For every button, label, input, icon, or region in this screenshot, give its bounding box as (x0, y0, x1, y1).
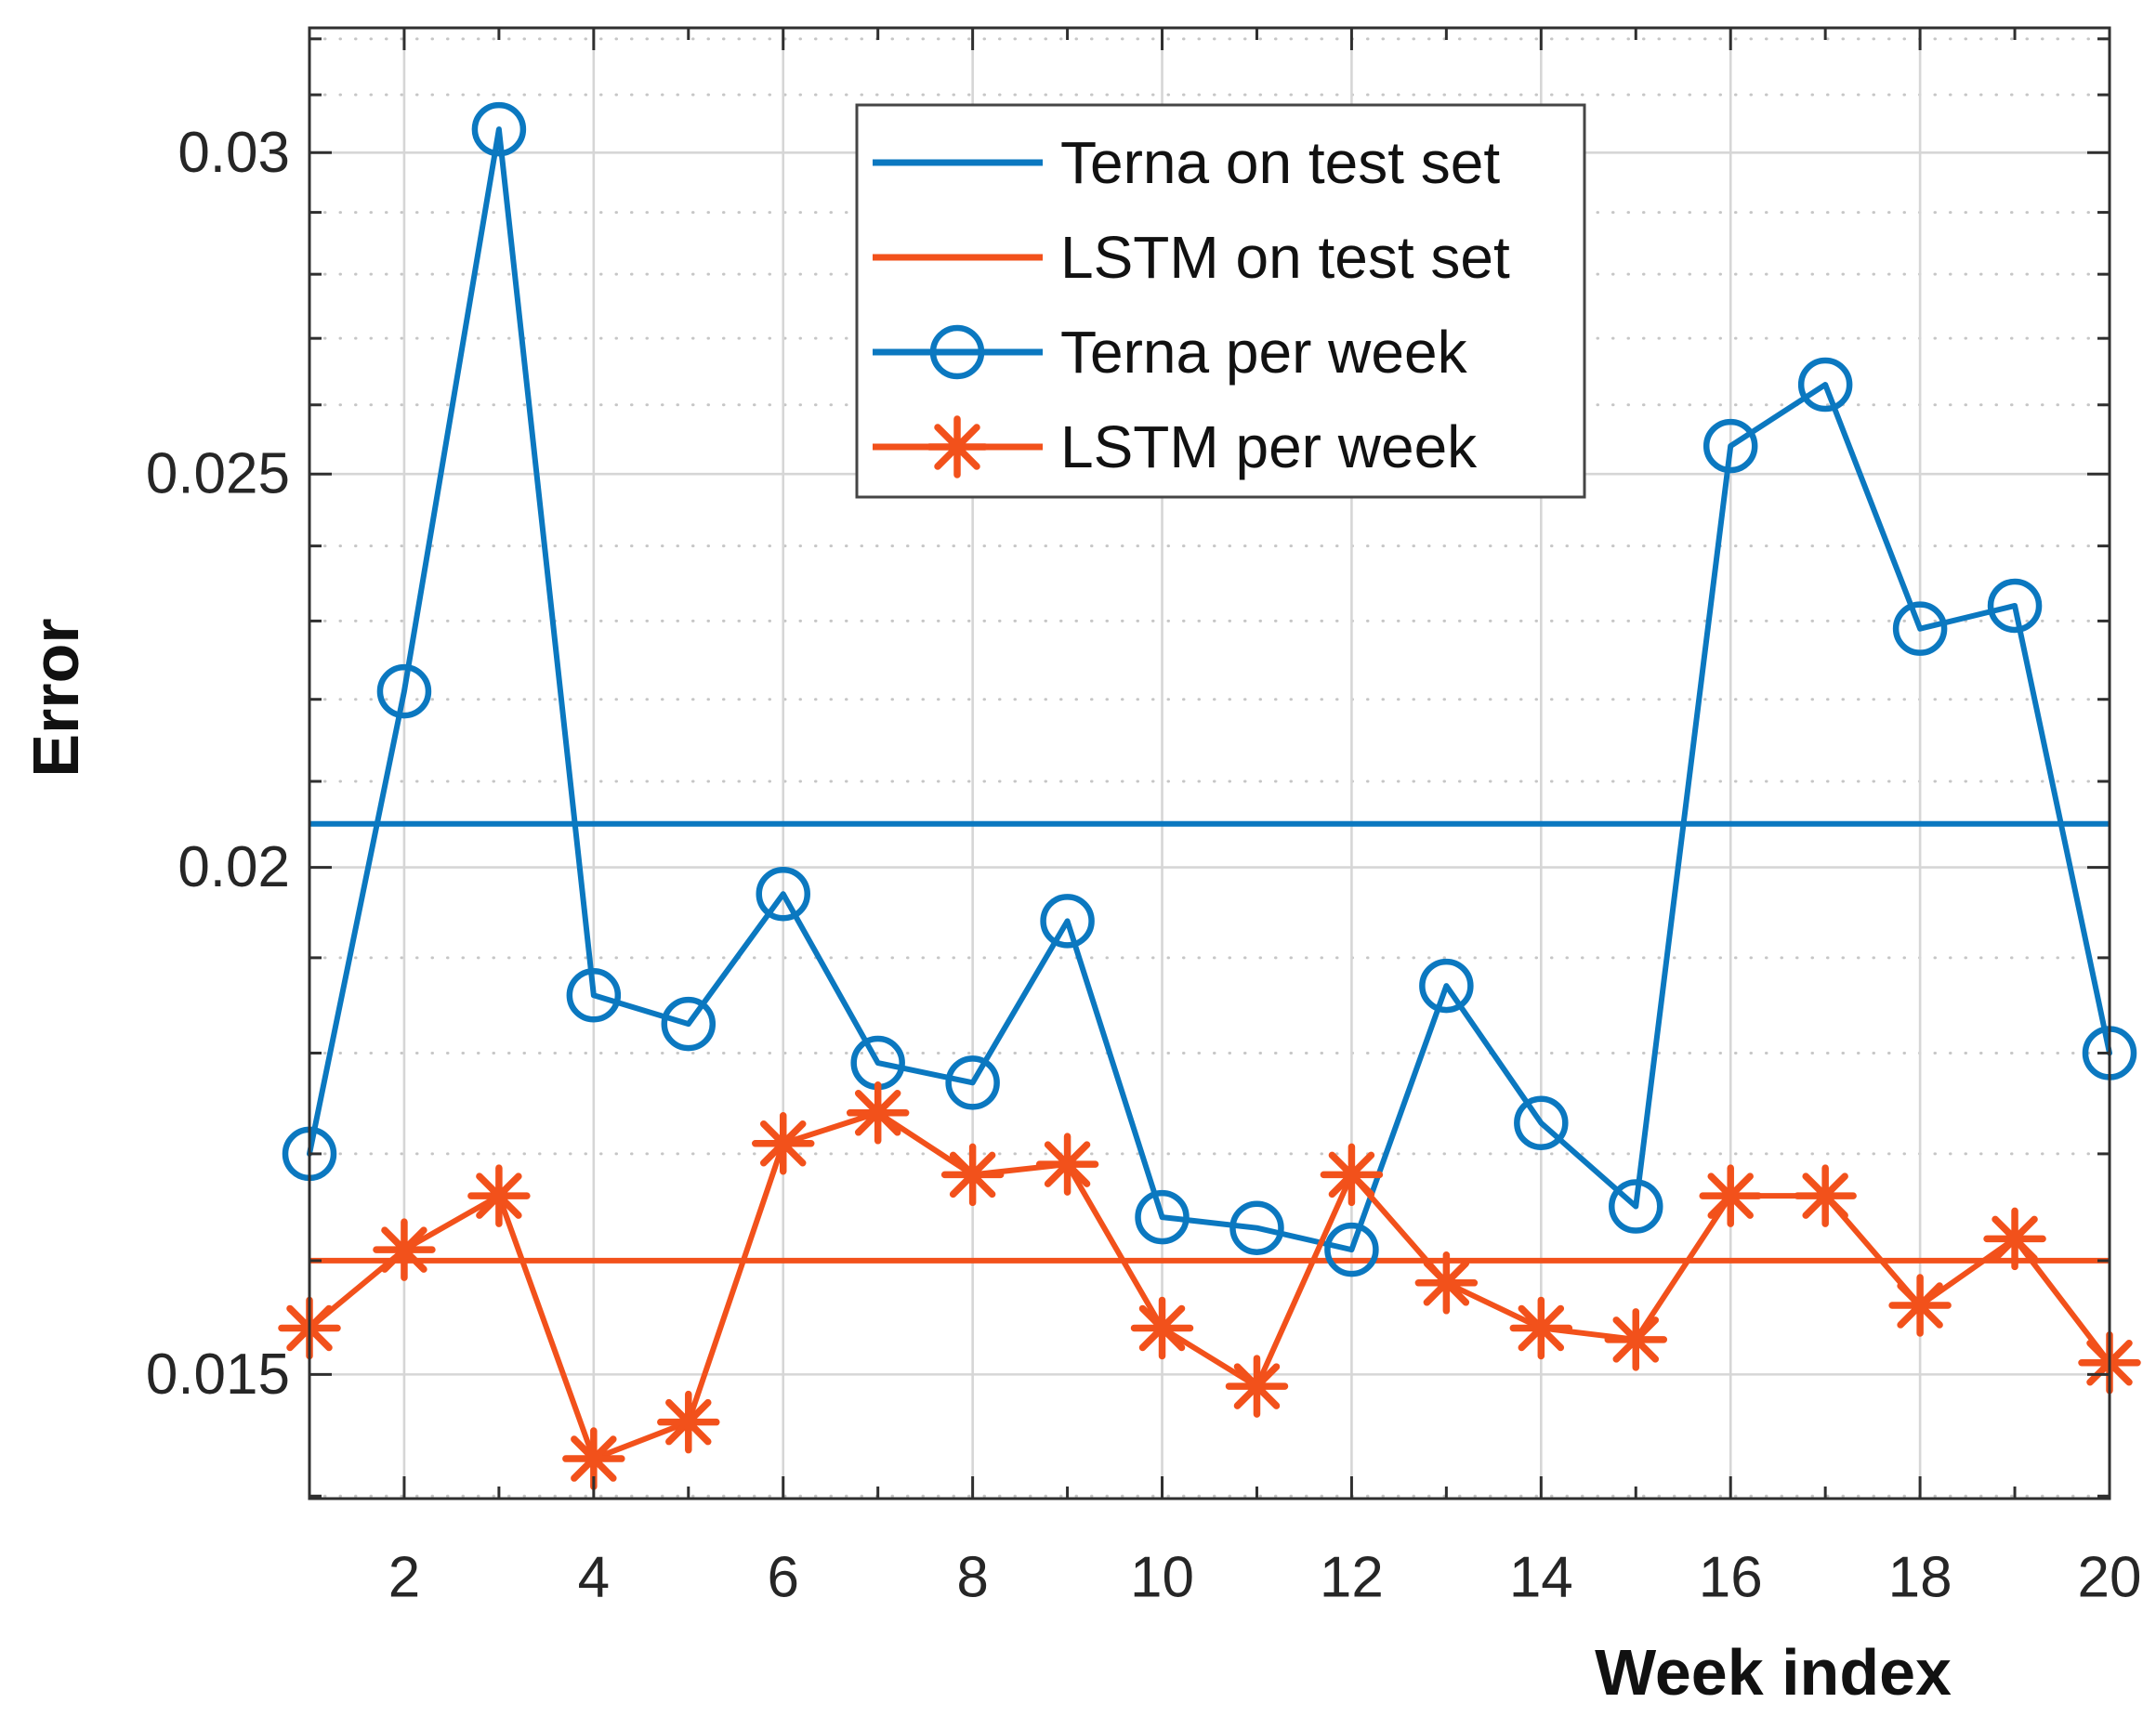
circle-marker (1324, 1222, 1379, 1277)
data-line (307, 126, 2112, 1253)
circle-marker (661, 996, 716, 1052)
x-tick-label: 18 (1888, 1546, 1952, 1610)
x-tick-label: 8 (956, 1546, 988, 1610)
x-tick-labels: 2 4 6 8 10 12 14 16 18 20 (388, 1546, 2142, 1610)
asterisk-marker (373, 1218, 436, 1281)
x-tick-label: 4 (578, 1546, 610, 1610)
asterisk-marker (1794, 1164, 1857, 1227)
circle-marker (756, 866, 810, 922)
x-tick-label: 2 (388, 1546, 420, 1610)
legend-entry-label: LSTM on test set (1060, 224, 1510, 291)
x-tick-label: 10 (1130, 1546, 1194, 1610)
circle-marker (376, 663, 432, 719)
legend-frame (855, 103, 1586, 499)
y-axis-label: Error (20, 618, 92, 777)
axis-border (308, 26, 2111, 1500)
legend-circle-marker (929, 324, 985, 380)
asterisk-marker (846, 1081, 910, 1145)
x-axis-label: Week index (1595, 1636, 1952, 1709)
x-tick-label: 6 (767, 1546, 798, 1610)
legend-entry-label: Terna per week (1060, 319, 1468, 386)
circle-marker (566, 968, 622, 1023)
legend-box: Terna on test set LSTM on test set Terna p… (855, 103, 1586, 499)
x-tick-label: 12 (1320, 1546, 1384, 1610)
lstm-per-week-series (278, 1081, 2141, 1490)
data-series (278, 101, 2141, 1490)
asterisk-marker (1699, 1164, 1762, 1227)
asterisk-marker (467, 1164, 531, 1227)
y-tick-label: 0.03 (177, 121, 290, 185)
circle-marker (1229, 1200, 1284, 1255)
circle-marker (1892, 601, 1948, 656)
circle-marker (471, 101, 527, 157)
circle-marker (1040, 894, 1095, 949)
legend-entry: LSTM on test set (873, 224, 1510, 291)
circle-marker (1702, 418, 1758, 474)
y-tick-label: 0.02 (177, 835, 290, 899)
legend-entry: LSTM per week (873, 413, 1478, 480)
asterisk-marker (1888, 1274, 1952, 1337)
asterisk-marker (1983, 1207, 2046, 1271)
asterisk-marker (1509, 1296, 1573, 1360)
circle-marker (1797, 357, 1853, 413)
x-tick-label: 20 (2078, 1546, 2142, 1610)
asterisk-marker (926, 415, 989, 478)
circle-marker (945, 1055, 1000, 1110)
circle-marker (1135, 1189, 1190, 1245)
legend-entry-label: Terna on test set (1060, 129, 1500, 196)
asterisk-marker (562, 1427, 625, 1490)
circle-marker (1419, 958, 1474, 1014)
asterisk-marker (657, 1390, 720, 1454)
asterisk-marker (1414, 1251, 1479, 1315)
legend-entry: Terna on test set (873, 129, 1500, 196)
data-line (307, 1109, 2112, 1462)
circle-marker (1987, 578, 2043, 634)
x-tick-label: 16 (1699, 1546, 1763, 1610)
asterisk-marker (1604, 1308, 1668, 1371)
asterisk-marker (1130, 1296, 1194, 1360)
y-tick-label: 0.015 (146, 1343, 290, 1407)
terna-per-week-series (282, 101, 2137, 1277)
asterisk-marker (1320, 1143, 1384, 1207)
asterisk-marker (1035, 1133, 1099, 1196)
circle-marker (1514, 1095, 1569, 1150)
asterisk-marker (940, 1143, 1005, 1207)
legend-entry-label: LSTM per week (1060, 413, 1478, 480)
x-tick-label: 14 (1509, 1546, 1573, 1610)
y-tick-label: 0.025 (146, 442, 290, 506)
y-tick-labels: 0.015 0.02 0.025 0.03 (146, 121, 290, 1407)
asterisk-marker (751, 1112, 815, 1175)
legend-entry: Terna per week (873, 319, 1468, 386)
asterisk-marker (1225, 1355, 1289, 1418)
circle-marker (1609, 1179, 1663, 1234)
